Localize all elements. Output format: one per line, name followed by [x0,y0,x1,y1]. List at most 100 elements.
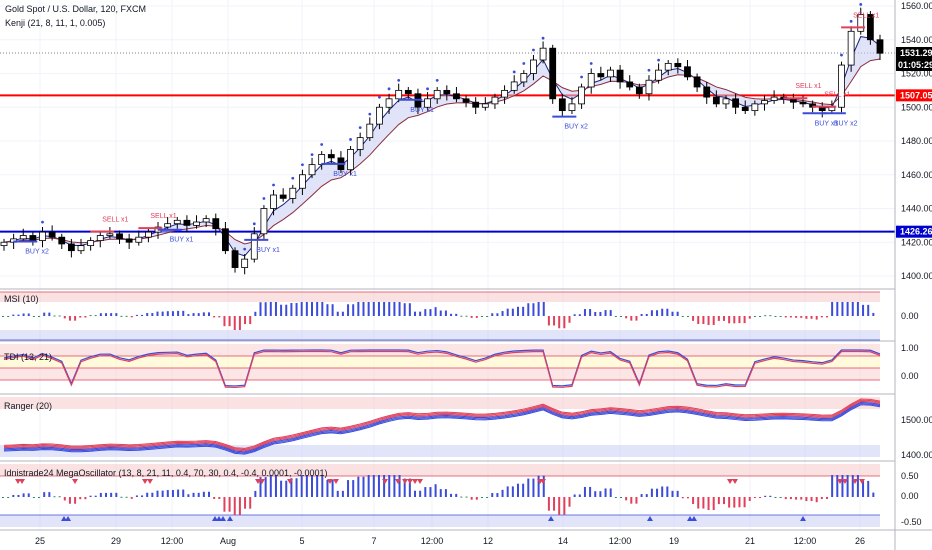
candle-body [212,218,220,230]
mega-down-arrow [837,479,843,484]
price-tick-3: 1460.00 [901,170,932,180]
mega-bar [280,480,283,497]
msi-title: MSI (10) [4,294,39,304]
top-dot [320,143,324,146]
msi-bar [48,312,51,316]
tdi-pane[interactable]: TDI (13, 21) 1.00 0.00 [0,343,919,389]
msi-bar [429,309,432,316]
top-dot [252,222,256,226]
top-dot [349,138,352,141]
msi-bar [161,311,164,316]
msi-bar [635,316,638,321]
candle-body [530,59,537,74]
msi-bar [290,303,293,316]
mega-bar [125,496,128,498]
msi-bar [192,313,195,316]
mega-bar [723,497,725,505]
mega-bar [99,492,102,497]
msi-bar [640,313,643,316]
mega-bar [733,497,736,508]
candle-body [761,100,768,105]
msi-bar [32,316,35,317]
mega-bar [862,480,865,497]
mega-oscillator-pane[interactable]: Idnistrade24 MegaOscillator (13, 8, 21, … [0,464,922,527]
price-axis[interactable]: 1400.00 1420.00 1440.00 1460.00 1480.00 1500.… [901,1,932,281]
msi-bar [501,311,504,316]
mega-bar [141,495,144,497]
price-tick-5: 1500.00 [901,102,932,112]
mega-bar [872,492,875,497]
mega-bar [166,490,169,497]
mega-bar [74,497,77,504]
candle-body [443,89,451,95]
mega-bar [753,497,756,499]
msi-bar [135,314,138,316]
msi-bar [326,304,329,316]
top-dot [397,78,401,82]
ranger-line-4 [3,403,881,454]
msi-bar [486,316,489,317]
time-axis[interactable]: 25 29 12:00 Aug 5 7 12:00 12 14 12:00 19 21 12:00 26 [35,536,865,546]
top-dot [368,112,372,116]
candle-body [250,233,258,260]
candle-body [404,89,412,95]
candle-body [539,47,547,61]
ranger-pane[interactable]: Ranger (20) 1500.00 1400.00 [0,397,932,460]
last-price-tag: 1531.29 01:05:29 [896,47,932,71]
mega-bar [347,480,350,497]
msi-bar [156,311,159,316]
mega-bar [851,475,854,497]
candle-body [799,101,807,105]
mega-title: Idnistrade24 MegaOscillator (13, 8, 21, … [4,468,328,478]
mega-bar [208,491,210,497]
indicator-title: Kenji (21, 8, 11, 1, 0.005) [5,18,105,28]
mega-bar [547,497,550,511]
top-dot [378,95,381,99]
msi-bar [285,304,288,316]
msi-bar [187,314,190,316]
mega-bar [702,497,705,509]
ranger-line-0 [3,398,881,449]
mega-bar [841,475,844,497]
mega-down-arrow [147,479,153,484]
top-dot [840,53,843,57]
msi-bar [53,315,56,317]
msi-pane[interactable]: MSI (10) 0.00 [0,291,919,341]
mega-bar [496,493,499,497]
mega-bar [681,497,684,499]
top-dot [435,78,439,82]
mega-arrows [15,479,865,521]
mega-upper-band [0,464,880,476]
mega-bar [620,497,622,498]
msi-bar [22,313,25,316]
price-tick-2: 1440.00 [901,204,932,214]
mega-down-arrow [287,479,293,484]
candle-body [501,89,508,98]
msi-upper-band [0,292,880,302]
msi-bar [846,302,849,316]
mega-bar [290,478,293,497]
candle-body [424,98,431,108]
msi-bar [300,302,303,316]
candle-body [481,103,489,108]
msi-bar [58,315,61,317]
mega-down-arrow [540,479,546,484]
mega-bar [717,497,720,505]
mega-bar [2,497,4,498]
mega-bar [583,486,586,497]
mega-bar [450,493,453,497]
msi-bar [63,316,66,319]
mega-bar [635,497,638,504]
msi-bar [89,315,92,317]
candle-body [39,231,46,241]
mega-bar [511,486,514,497]
mega-bar [671,490,674,497]
mega-bar [522,483,525,497]
mega-bar [377,475,380,497]
candle-body [847,30,855,66]
time-tick-10: 19 [669,536,679,546]
msi-bar [537,302,540,316]
msi-bar [805,316,808,319]
msi-bar [656,310,659,316]
